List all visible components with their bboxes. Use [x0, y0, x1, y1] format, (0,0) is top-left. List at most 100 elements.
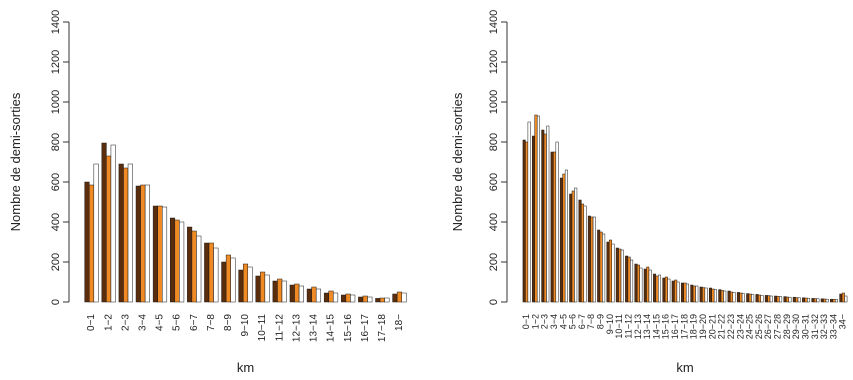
bar: [581, 203, 585, 303]
bar: [574, 187, 578, 303]
bar: [620, 249, 624, 303]
y-tick-label: 200: [50, 253, 62, 271]
y-tick-label: 1000: [50, 90, 62, 114]
bar: [174, 219, 180, 303]
x-tick-label: 13−14: [642, 314, 652, 339]
bar: [746, 293, 750, 303]
bar: [788, 296, 792, 303]
bar: [396, 291, 402, 303]
bar: [281, 280, 287, 303]
x-tick-label: 18−: [394, 314, 405, 331]
y-tick-label: 400: [50, 213, 62, 231]
bar: [550, 151, 554, 303]
bar: [527, 121, 531, 303]
bar: [844, 295, 848, 303]
bar: [564, 169, 568, 303]
bar: [358, 296, 364, 303]
bar: [671, 280, 675, 303]
x-tick-label: 31−32: [810, 314, 820, 339]
bar: [802, 297, 806, 303]
y-tick-label: 800: [488, 133, 500, 151]
x-tick-label: 22−23: [726, 314, 736, 339]
y-tick-label: 1000: [488, 90, 500, 114]
y-tick-label: 0: [488, 299, 500, 305]
bar: [597, 229, 601, 303]
x-tick-label: 16−17: [670, 314, 680, 339]
x-tick-label: 1−2: [530, 314, 540, 329]
bar: [247, 266, 253, 303]
x-tick-label: 2−3: [120, 314, 131, 331]
x-tick-label: 30−31: [800, 314, 810, 339]
x-tick-label: 19−20: [698, 314, 708, 339]
x-tick-label: 17−18: [679, 314, 689, 339]
x-tick-label: 9−10: [605, 314, 615, 334]
bar: [823, 298, 827, 303]
x-tick-label: 13−14: [309, 314, 320, 343]
bar: [723, 290, 727, 303]
x-tick-label: 18−19: [689, 314, 699, 339]
bar: [643, 268, 647, 303]
bar: [208, 242, 214, 303]
x-tick-label: 5−6: [568, 314, 578, 329]
bar: [727, 290, 731, 303]
y-tick-label: 1200: [488, 50, 500, 74]
bar: [311, 286, 317, 303]
bar: [328, 290, 334, 303]
x-tick-label: 23−24: [735, 314, 745, 339]
bar: [401, 292, 407, 303]
x-tick-label: 33−34: [828, 314, 838, 339]
bar: [776, 296, 780, 303]
y-tick-label: 1200: [50, 50, 62, 74]
bar: [760, 295, 764, 303]
bar: [315, 288, 322, 303]
bar: [792, 296, 796, 303]
chart-panel-left: 0 200 400 600 800 1000 1200 1400 0−1 1−2 2−3 3−4 4−5…: [8, 10, 407, 375]
bar: [702, 287, 706, 303]
x-tick-label: 14−15: [651, 314, 661, 339]
x-tick-label: 32−33: [819, 314, 829, 339]
bar: [187, 226, 193, 303]
bar: [615, 247, 619, 303]
bar: [306, 288, 312, 303]
bar: [536, 115, 540, 303]
bar: [606, 241, 610, 303]
x-tick-label: 26−27: [763, 314, 773, 339]
bar: [748, 293, 752, 303]
bar: [118, 163, 124, 303]
bar: [639, 267, 643, 303]
bar: [238, 269, 244, 303]
x-tick-label: 7−8: [206, 314, 217, 331]
bar: [627, 256, 631, 303]
bar: [807, 297, 811, 303]
bar: [384, 297, 390, 303]
bar: [764, 295, 768, 303]
bar: [653, 273, 657, 303]
bar: [839, 293, 843, 303]
x-tick-label: 29−30: [791, 314, 801, 339]
bar: [674, 279, 678, 303]
x-tick-label: 24−25: [745, 314, 755, 339]
bar: [230, 257, 236, 303]
x-tick-label: 6−7: [577, 314, 587, 329]
x-tick-label: 6−7: [189, 314, 200, 331]
y-axis-title: Nombre de demi-sorties: [8, 92, 23, 231]
y-tick-label: 0: [50, 299, 62, 305]
x-tick-label: 8−9: [596, 314, 606, 329]
bar: [294, 283, 300, 303]
bar: [196, 235, 202, 303]
bar: [625, 255, 629, 303]
bar: [804, 297, 808, 303]
bar: [123, 167, 129, 303]
x-tick-label: 27−28: [773, 314, 783, 339]
bar: [655, 275, 659, 303]
bar: [608, 239, 612, 303]
x-tick-label: 25−26: [754, 314, 764, 339]
bar: [767, 295, 771, 303]
x-tick-label: 5−6: [172, 314, 183, 331]
bar: [110, 144, 116, 303]
bar: [350, 294, 356, 303]
bar: [264, 274, 270, 303]
bar: [769, 295, 773, 303]
bar: [345, 293, 351, 303]
bar: [841, 292, 845, 303]
